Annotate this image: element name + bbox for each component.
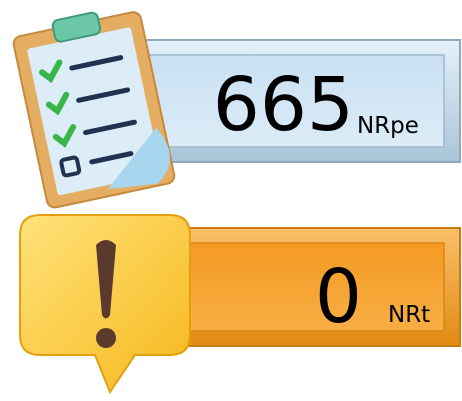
- page: 665 NRpe 0 NRt (() => { const data = JSO…: [0, 0, 462, 401]
- screen: 665 NRpe 0 NRt: [0, 0, 462, 401]
- alert-icon: [20, 215, 190, 392]
- clipboard-icon: [11, 3, 176, 209]
- panel-value: 0: [315, 254, 362, 340]
- panel-value: 665: [213, 62, 354, 148]
- panel-unit: NRt: [388, 302, 430, 328]
- panel-unit: NRpe: [357, 113, 419, 139]
